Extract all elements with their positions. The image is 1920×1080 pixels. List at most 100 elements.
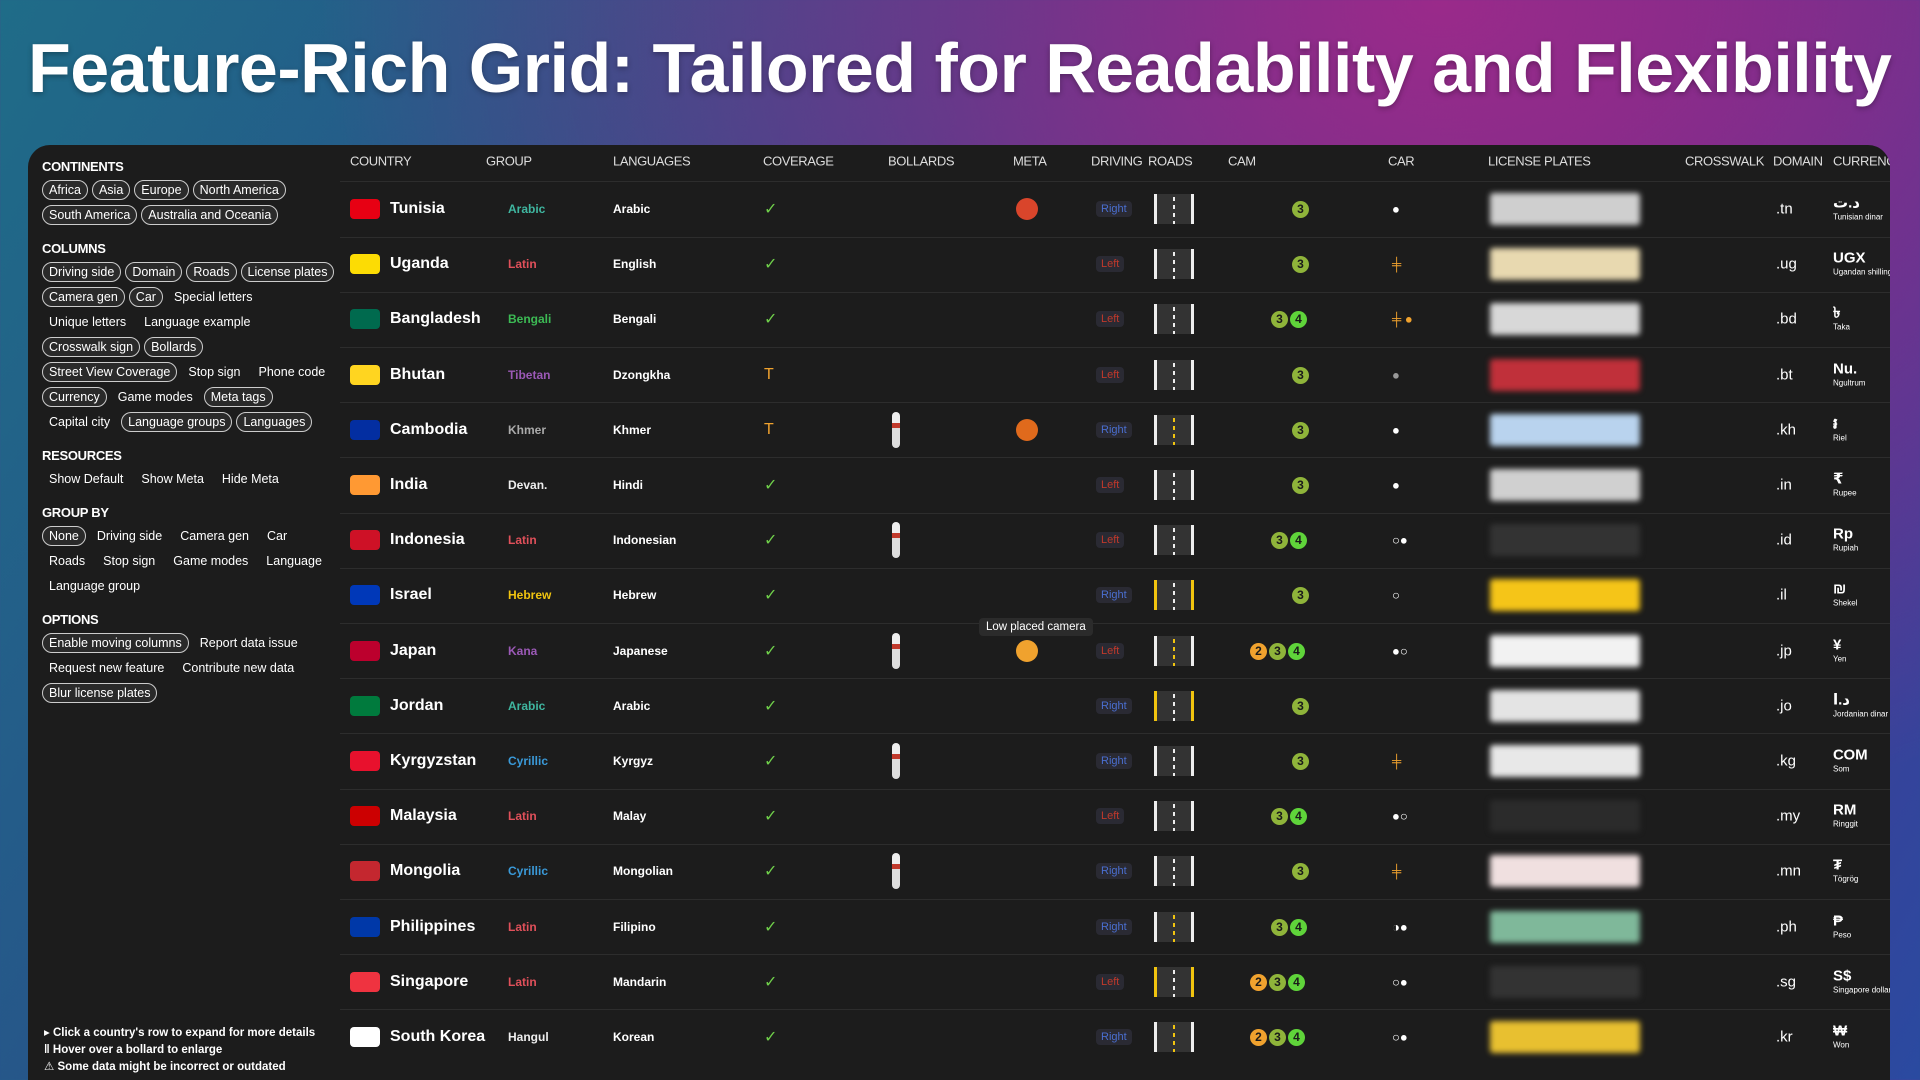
filter-chip[interactable]: Camera gen xyxy=(42,287,125,307)
meta-icon[interactable] xyxy=(1016,418,1038,441)
currency-symbol: ₹ xyxy=(1833,470,1844,488)
filter-chip[interactable]: Europe xyxy=(134,180,189,200)
license-plate xyxy=(1490,193,1640,225)
filter-chip[interactable]: Stop sign xyxy=(188,365,241,379)
filter-chip[interactable]: Meta tags xyxy=(203,387,273,407)
filter-chip[interactable]: Language xyxy=(266,554,322,568)
currency: ₪ Shekel xyxy=(1833,581,1857,610)
filter-chip[interactable]: Contribute new data xyxy=(182,661,295,675)
filter-chip[interactable]: Camera gen xyxy=(180,529,249,543)
filter-chip[interactable]: Game modes xyxy=(173,554,249,568)
currency-symbol: СОМ xyxy=(1833,746,1868,764)
camera-gen: 3 xyxy=(1292,697,1311,715)
filter-chip[interactable]: Show Meta xyxy=(141,472,204,486)
filter-chip[interactable]: Crosswalk sign xyxy=(42,337,141,357)
filter-chip[interactable]: Language example xyxy=(144,315,251,329)
filter-chip[interactable]: Roads xyxy=(186,262,237,282)
filter-chip[interactable]: Languages xyxy=(236,412,313,432)
car: ◑● xyxy=(1392,919,1408,935)
country[interactable]: Singapore xyxy=(390,972,469,990)
filter-chip[interactable]: Domain xyxy=(125,262,183,282)
country[interactable]: Cambodia xyxy=(390,420,468,438)
country[interactable]: Japan xyxy=(390,641,437,659)
cam-badge: 3 xyxy=(1271,918,1288,936)
filter-chip[interactable]: Africa xyxy=(42,180,88,200)
flag xyxy=(350,1027,380,1047)
cam-badge: 3 xyxy=(1292,477,1309,494)
country[interactable]: India xyxy=(390,476,428,493)
currency-name: Yen xyxy=(1833,654,1847,664)
country[interactable]: Bhutan xyxy=(390,365,446,383)
filter-chip[interactable]: Currency xyxy=(42,387,107,407)
filter-chip[interactable]: Request new feature xyxy=(49,661,165,675)
license-plate xyxy=(1490,469,1640,501)
filter-chip[interactable]: Show Default xyxy=(49,472,124,486)
filter-chip[interactable]: Driving side xyxy=(96,529,163,543)
filter-chip[interactable]: Enable moving columns xyxy=(42,633,189,653)
filter-chip[interactable]: Blur license plates xyxy=(42,683,158,703)
bollard[interactable] xyxy=(892,853,900,890)
license-plate xyxy=(1490,303,1640,336)
filter-chip[interactable]: Unique letters xyxy=(49,315,127,329)
country[interactable]: Philippines xyxy=(390,917,476,935)
country[interactable]: Kyrgyzstan xyxy=(390,752,477,769)
filter-chip[interactable]: Language groups xyxy=(121,412,233,432)
filter-chip[interactable]: Report data issue xyxy=(199,636,298,650)
car: ╪ xyxy=(1392,753,1402,769)
car: ╪ xyxy=(1392,863,1402,879)
driving: Right xyxy=(1096,587,1132,604)
country[interactable]: Indonesia xyxy=(390,531,465,549)
bollard[interactable] xyxy=(892,632,900,669)
filter-chip[interactable]: Driving side xyxy=(42,262,122,282)
meta-icon[interactable] xyxy=(1016,639,1038,662)
country[interactable]: Bangladesh xyxy=(390,310,481,328)
filter-chip[interactable]: None xyxy=(42,526,86,546)
meta-icon[interactable] xyxy=(1016,198,1038,220)
license-plate xyxy=(1490,689,1640,722)
bollard[interactable] xyxy=(892,522,900,559)
filter-chip[interactable]: Car xyxy=(267,529,288,543)
country[interactable]: Jordan xyxy=(390,696,444,714)
cam-badge: 3 xyxy=(1271,808,1288,826)
bollard[interactable] xyxy=(892,411,900,448)
filter-chip[interactable]: Language group xyxy=(49,579,141,593)
filter-chip[interactable]: Phone code xyxy=(258,365,326,379)
filter-chip[interactable]: Car xyxy=(128,287,163,307)
bollard[interactable] xyxy=(892,743,900,779)
filter-chip[interactable]: Hide Meta xyxy=(221,472,279,486)
country[interactable]: South Korea xyxy=(390,1028,486,1045)
car: ╪ xyxy=(1392,256,1402,272)
section-title: CONTINENTS xyxy=(42,159,124,174)
title: Feature-Rich Grid: Tailored for Readabil… xyxy=(28,29,1892,107)
filter-chip[interactable]: North America xyxy=(192,180,286,200)
currency: Nu. Ngultrum xyxy=(1833,360,1865,389)
coverage: T xyxy=(764,420,774,438)
coverage: ✓ xyxy=(764,808,778,826)
filter-chip[interactable]: Game modes xyxy=(117,390,193,404)
country[interactable]: Israel xyxy=(390,586,432,604)
filter-chip[interactable]: Roads xyxy=(49,554,86,568)
country[interactable]: Tunisia xyxy=(390,200,445,217)
group: Cyrillic xyxy=(508,754,549,768)
country[interactable]: Uganda xyxy=(390,255,449,273)
filter-chip[interactable]: Special letters xyxy=(173,290,253,304)
column-header: CURRENCY xyxy=(1833,153,1890,169)
country[interactable]: Malaysia xyxy=(390,807,457,825)
filter-chip[interactable]: South America xyxy=(42,205,138,225)
coverage: ✓ xyxy=(764,201,778,218)
row-separator xyxy=(340,899,1890,900)
language: Dzongkha xyxy=(613,367,671,382)
language: Mandarin xyxy=(613,974,667,989)
filter-chip[interactable]: Capital city xyxy=(49,415,111,429)
filter-chip[interactable]: Bollards xyxy=(144,337,204,357)
filter-chip[interactable]: Stop sign xyxy=(103,554,156,568)
filter-chip[interactable]: License plates xyxy=(240,262,335,282)
filter-chip[interactable]: Asia xyxy=(91,180,131,200)
language: Arabic xyxy=(613,202,651,216)
group: Arabic xyxy=(508,698,546,713)
currency-symbol: ¥ xyxy=(1833,636,1842,654)
filter-chip[interactable]: Australia and Oceania xyxy=(141,205,279,225)
country[interactable]: Mongolia xyxy=(390,862,461,880)
flag xyxy=(350,309,380,330)
filter-chip[interactable]: Street View Coverage xyxy=(42,362,178,382)
